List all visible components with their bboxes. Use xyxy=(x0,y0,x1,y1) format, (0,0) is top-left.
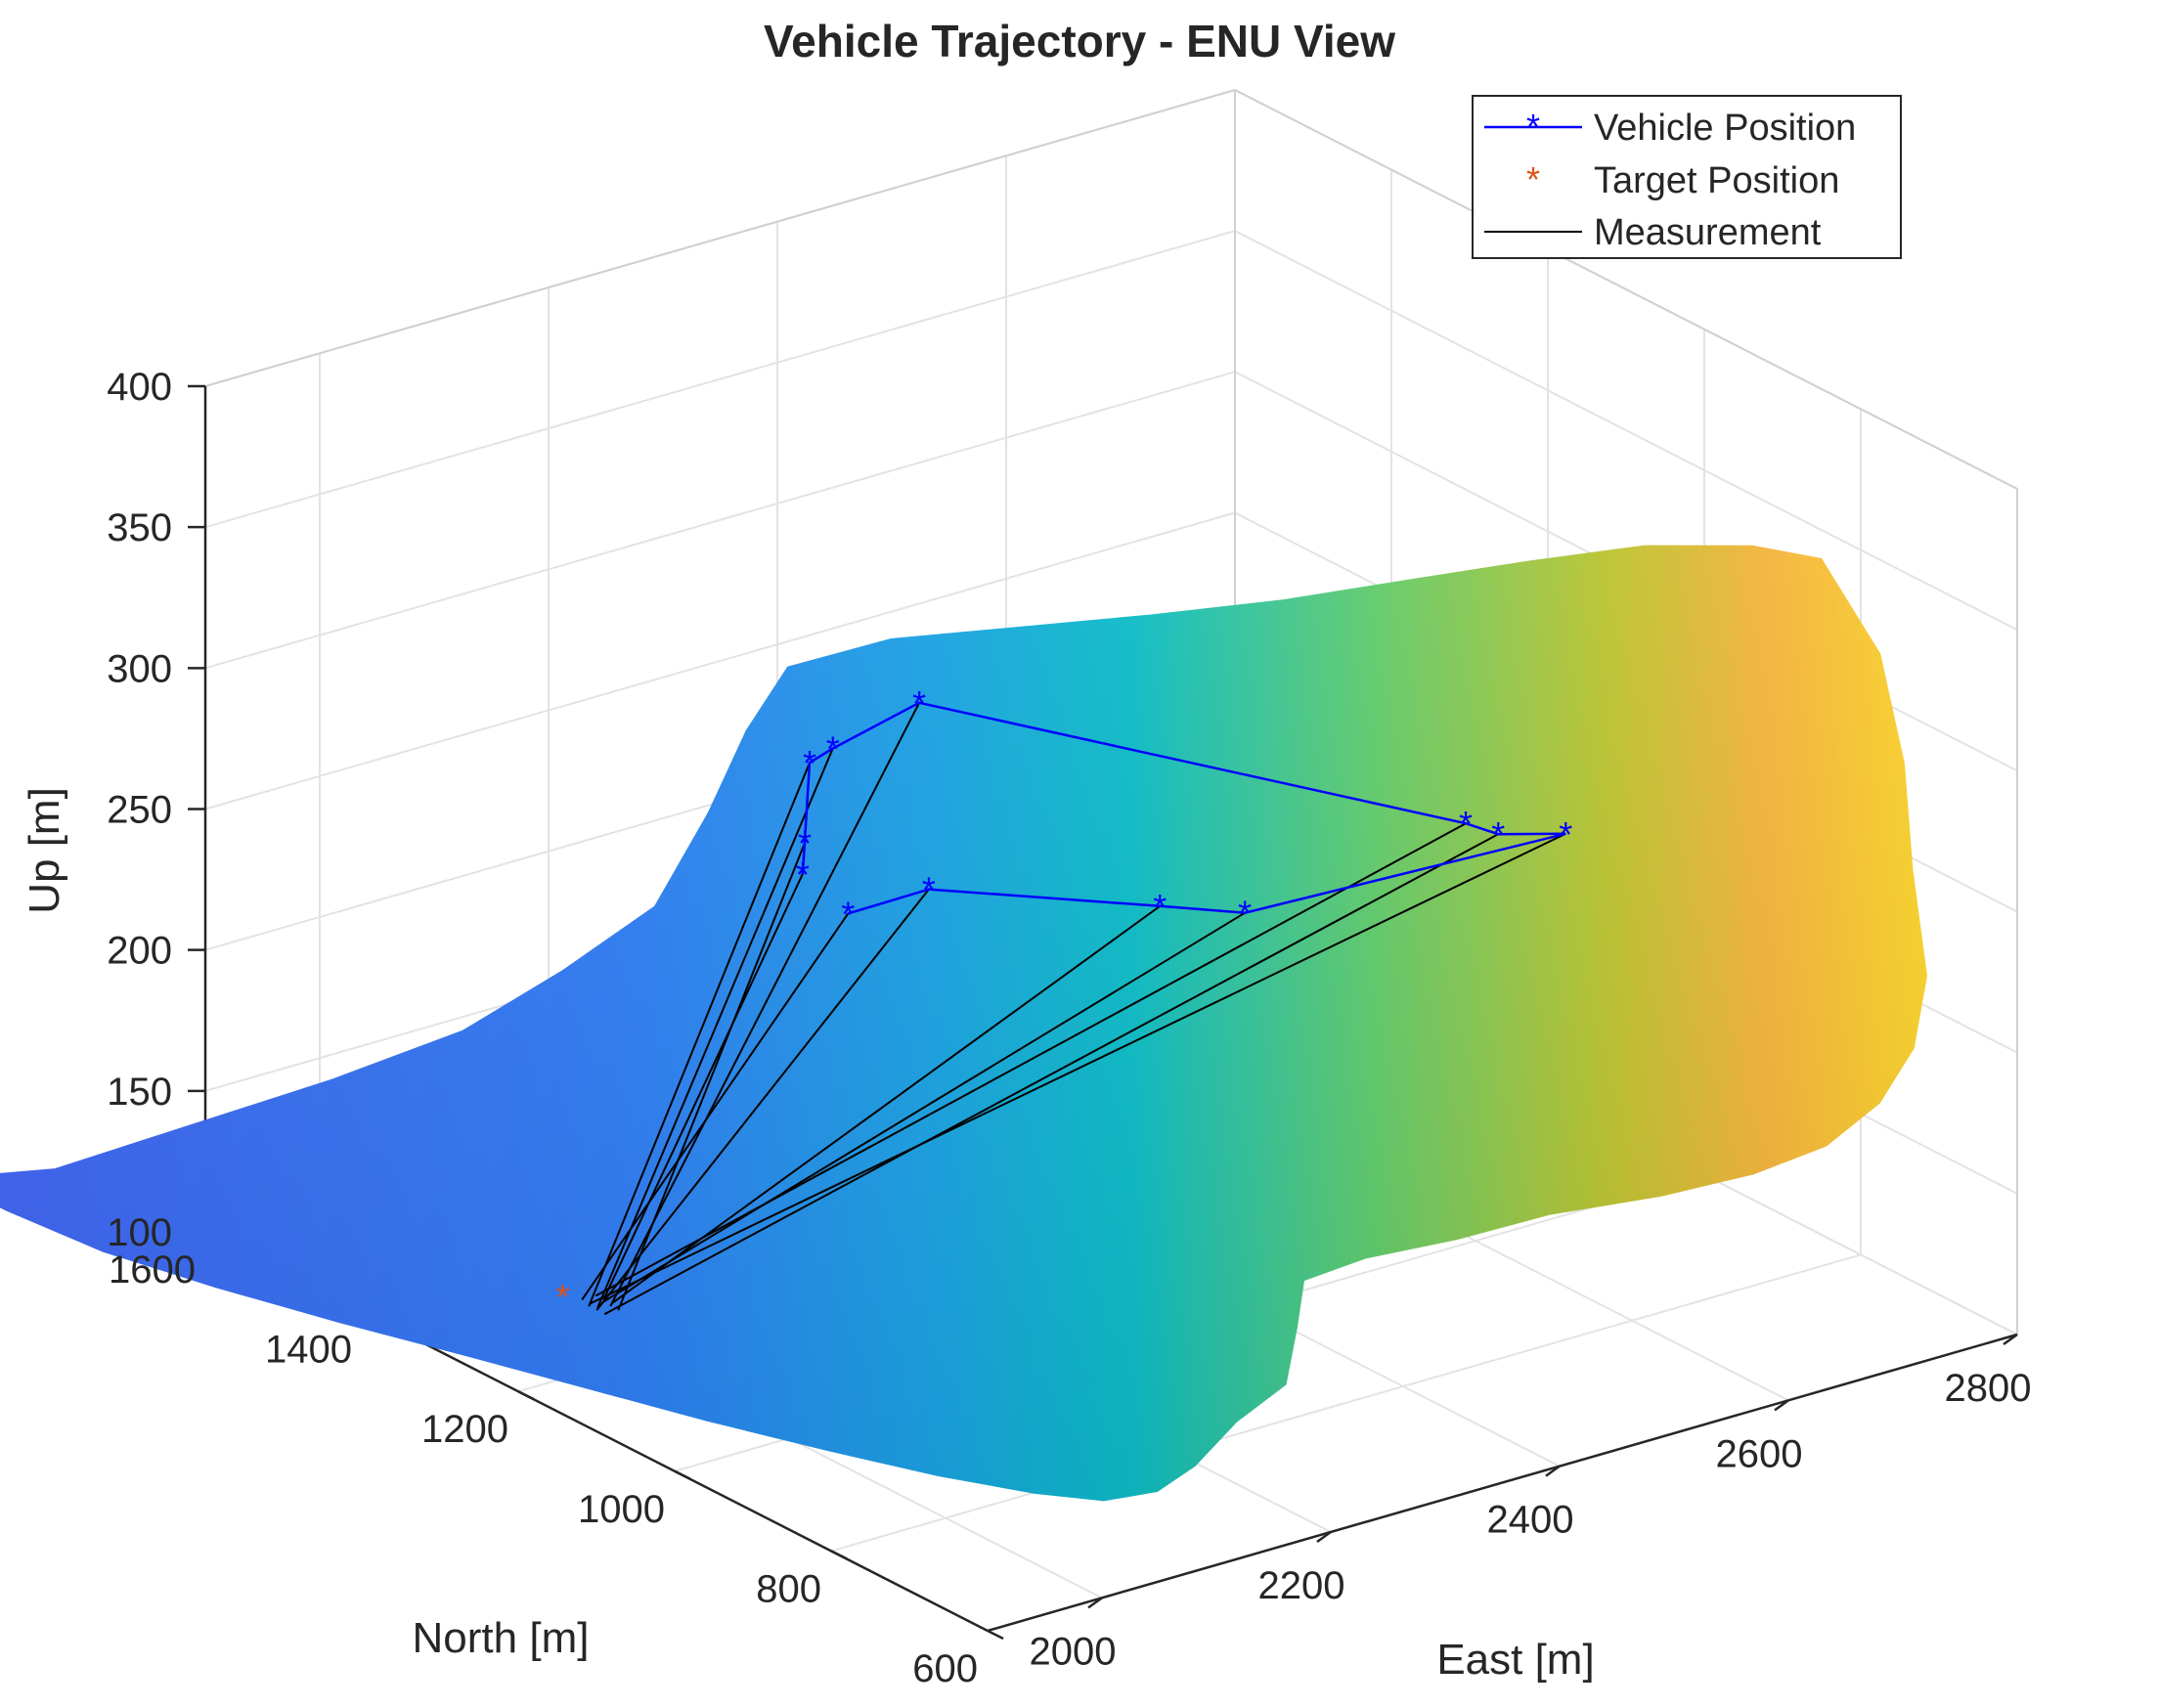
vehicle-marker: * xyxy=(796,854,810,895)
legend: * Vehicle Position * Target Position Mea… xyxy=(1472,95,1902,259)
y-tick-label: 1200 xyxy=(421,1408,508,1451)
box-edge xyxy=(1234,89,2018,490)
z-tick-label: 350 xyxy=(107,506,172,549)
vehicle-marker: * xyxy=(912,683,926,723)
legend-marker-target: * xyxy=(1526,159,1540,199)
y-tick xyxy=(674,1469,691,1480)
grid-line-z-back xyxy=(204,230,1236,529)
legend-entry-target: * Target Position xyxy=(1526,159,1839,201)
z-tick-label: 200 xyxy=(107,930,172,973)
x-tick-label: 2800 xyxy=(1945,1367,2032,1410)
legend-marker-vehicle: * xyxy=(1526,107,1540,147)
vehicle-marker: * xyxy=(798,823,812,863)
y-tick-label: 1600 xyxy=(109,1248,196,1292)
z-tick-label: 100 xyxy=(107,1211,172,1254)
y-tick-label: 600 xyxy=(912,1647,978,1690)
x-tick xyxy=(1774,1399,1789,1412)
z-tick-label: 300 xyxy=(107,647,172,690)
x-tick-label: 2200 xyxy=(1258,1564,1345,1607)
x-tick xyxy=(2003,1333,2018,1346)
z-axis-label: Up [m] xyxy=(21,787,68,914)
x-tick-label: 2600 xyxy=(1716,1432,1803,1475)
vehicle-marker: * xyxy=(841,894,855,934)
y-tick xyxy=(987,1629,1004,1641)
grid-line-y-floor xyxy=(830,1253,1862,1553)
target-marker: * xyxy=(555,1277,569,1317)
vehicle-path-line xyxy=(801,701,1566,915)
target-position-marker: * xyxy=(555,1277,569,1317)
measurement-line xyxy=(595,822,1467,1297)
z-tick-label: 150 xyxy=(107,1071,172,1114)
x-tick xyxy=(1545,1465,1561,1477)
vehicle-marker: * xyxy=(803,743,816,783)
measurement-line xyxy=(601,911,1246,1303)
y-tick-label: 1400 xyxy=(265,1329,352,1372)
legend-label-target: Target Position xyxy=(1594,160,1839,201)
box-edge xyxy=(204,89,1236,387)
grid-line-z-side xyxy=(1234,230,2018,632)
legend-label-vehicle: Vehicle Position xyxy=(1594,108,1856,149)
measurement-line xyxy=(588,762,811,1307)
measurement-line xyxy=(581,912,850,1301)
measurement-line xyxy=(609,702,920,1307)
legend-entry-measurement: Measurement xyxy=(1484,212,1822,253)
x-tick-label: 2400 xyxy=(1487,1499,1574,1542)
y-tick xyxy=(830,1550,848,1560)
measurement-line xyxy=(595,888,930,1311)
grid-line-z-back xyxy=(204,371,1236,670)
tick-labels: 2000 2200 2400 2600 2800 600 800 1000 1200 1400 16… xyxy=(107,366,2031,1690)
z-tick-label: 250 xyxy=(107,789,172,832)
terrain-surface-shade xyxy=(0,545,1927,1502)
y-tick xyxy=(517,1390,535,1401)
legend-entry-vehicle: * Vehicle Position xyxy=(1484,107,1856,149)
y-axis-label: North [m] xyxy=(413,1614,590,1662)
legend-label-measurement: Measurement xyxy=(1594,212,1822,253)
vehicle-marker: * xyxy=(1238,894,1252,934)
terrain-surface xyxy=(0,545,1927,1502)
measurement-line xyxy=(617,842,806,1311)
y-tick-label: 800 xyxy=(756,1567,821,1610)
vehicle-marker: * xyxy=(826,728,840,768)
vehicle-marker: * xyxy=(1459,804,1473,844)
x-tick xyxy=(1087,1597,1103,1609)
measurement-line xyxy=(589,832,1566,1305)
x-tick xyxy=(1316,1530,1332,1544)
x-tick-label: 2000 xyxy=(1030,1630,1117,1673)
chart-title: Vehicle Trajectory - ENU View xyxy=(764,16,1395,66)
x-axis-line xyxy=(987,1333,2018,1633)
vehicle-marker: * xyxy=(1491,814,1505,854)
vehicle-marker: * xyxy=(922,870,936,910)
vehicle-marker: * xyxy=(1559,814,1572,854)
measurement-line xyxy=(602,873,804,1300)
measurement-line xyxy=(603,833,1499,1316)
measurement-line xyxy=(596,748,834,1308)
vehicle-trajectory: ** * ********* xyxy=(796,683,1572,935)
measurement-lines xyxy=(581,702,1566,1316)
grid-line-z-back xyxy=(204,511,1236,810)
x-axis-label: East [m] xyxy=(1436,1636,1594,1684)
y-tick-label: 1000 xyxy=(578,1488,665,1531)
z-tick-label: 400 xyxy=(107,366,172,409)
vehicle-marker: * xyxy=(1153,887,1167,927)
